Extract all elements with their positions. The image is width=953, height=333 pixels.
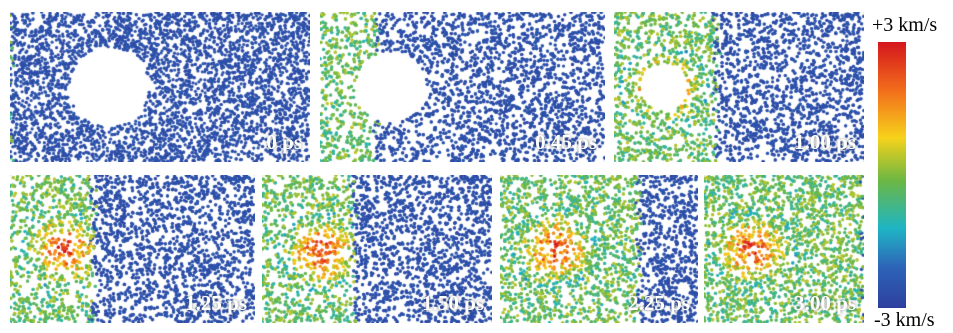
time-label: 1.25 ps [185,291,247,315]
velocity-colorbar [878,42,906,308]
snapshot-panel-225ps: 2.25 ps [500,175,698,323]
particle-field [704,175,864,323]
snapshot-panel-045ps: 0.45 ps [320,12,605,162]
time-label: 3.00 ps [794,291,856,315]
time-label: 1.50 ps [422,291,484,315]
particle-field [320,12,605,162]
particle-field [614,12,864,162]
colorbar-max-label: +3 km/s [872,14,938,36]
snapshot-panel-100ps: 1.00 ps [614,12,864,162]
snapshot-panel-125ps: 1.25 ps [10,175,255,323]
colorbar-min-label: -3 km/s [874,309,935,331]
snapshot-panel-0ps: 0 ps [10,12,310,162]
time-label: 1.00 ps [794,130,856,154]
time-label: 2.25 ps [628,291,690,315]
snapshot-panel-300ps: 3.00 ps [704,175,864,323]
snapshot-panel-150ps: 1.50 ps [262,175,492,323]
time-label: 0 ps [266,130,302,154]
particle-field [262,175,492,323]
particle-field [10,175,255,323]
time-label: 0.45 ps [535,130,597,154]
particle-field [500,175,698,323]
particle-field [10,12,310,162]
